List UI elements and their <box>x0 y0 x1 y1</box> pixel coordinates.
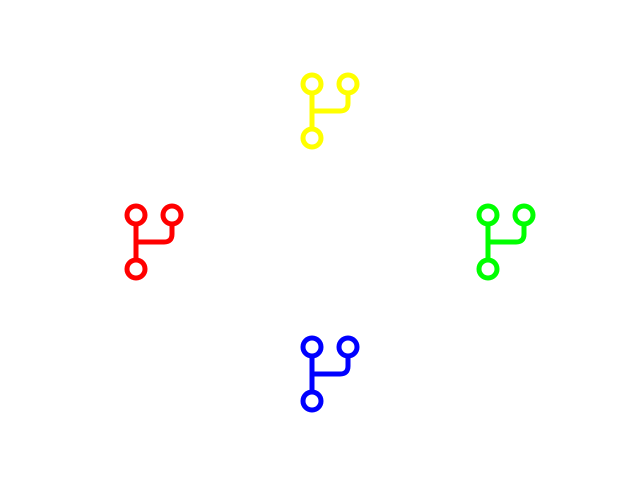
git-branch-icon <box>476 203 536 281</box>
git-branch-icon-blue[interactable] <box>290 334 370 414</box>
git-branch-icon <box>300 335 360 413</box>
git-branch-icon <box>300 72 360 150</box>
git-branch-icon-red[interactable] <box>114 202 194 282</box>
git-branch-icon-green[interactable] <box>466 202 546 282</box>
git-branch-icon-yellow[interactable] <box>290 71 370 151</box>
git-branch-icon <box>124 203 184 281</box>
